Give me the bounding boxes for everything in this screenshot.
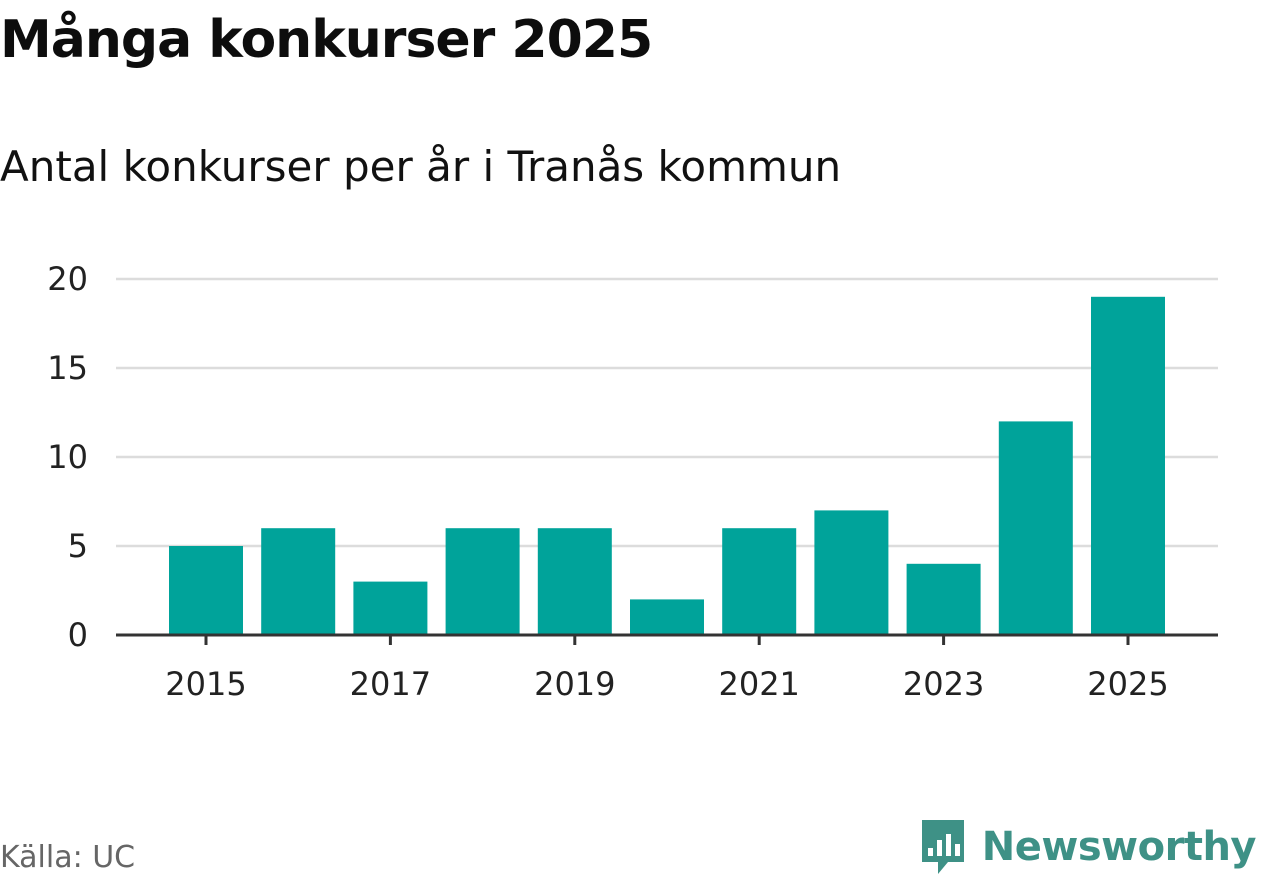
bar-2018 xyxy=(445,528,520,635)
axes: 0 5 10 15 20 2015 2017 2019 2021 2023 2025 xyxy=(47,260,1218,703)
bar-2020 xyxy=(630,599,704,635)
bar-2021 xyxy=(722,528,797,635)
brand: Newsworthy xyxy=(918,818,1257,876)
x-tick-label-2025: 2025 xyxy=(1087,665,1168,703)
bar-chart: 0 5 10 15 20 2015 2017 2019 2021 2023 2025 xyxy=(47,260,1218,703)
bar-2023 xyxy=(906,563,981,635)
chart-title: Många konkurser 2025 xyxy=(0,10,653,70)
x-tick-label-2017: 2017 xyxy=(350,665,431,703)
y-tick-label-20: 20 xyxy=(47,260,88,298)
bar-2019 xyxy=(537,528,612,635)
x-tick-label-2023: 2023 xyxy=(903,665,984,703)
source-note: Källa: UC xyxy=(0,840,136,875)
bar-2024 xyxy=(998,421,1073,635)
x-tick-label-2015: 2015 xyxy=(165,665,246,703)
newsworthy-logo-icon xyxy=(921,820,964,874)
x-tick-label-2021: 2021 xyxy=(718,665,799,703)
chart-subtitle: Antal konkurser per år i Tranås kommun xyxy=(0,142,842,191)
x-tick-label-2019: 2019 xyxy=(534,665,615,703)
y-tick-label-15: 15 xyxy=(47,349,88,387)
bar-2022 xyxy=(814,510,889,635)
bar-2017 xyxy=(353,581,428,635)
bar-2025 xyxy=(1091,296,1165,635)
bar-2016 xyxy=(261,528,336,635)
bar-2015 xyxy=(169,546,243,635)
y-tick-label-0: 0 xyxy=(68,616,88,654)
y-tick-label-5: 5 xyxy=(68,527,88,565)
bars xyxy=(169,296,1165,635)
brand-name: Newsworthy xyxy=(981,824,1257,870)
y-tick-label-10: 10 xyxy=(47,438,88,476)
